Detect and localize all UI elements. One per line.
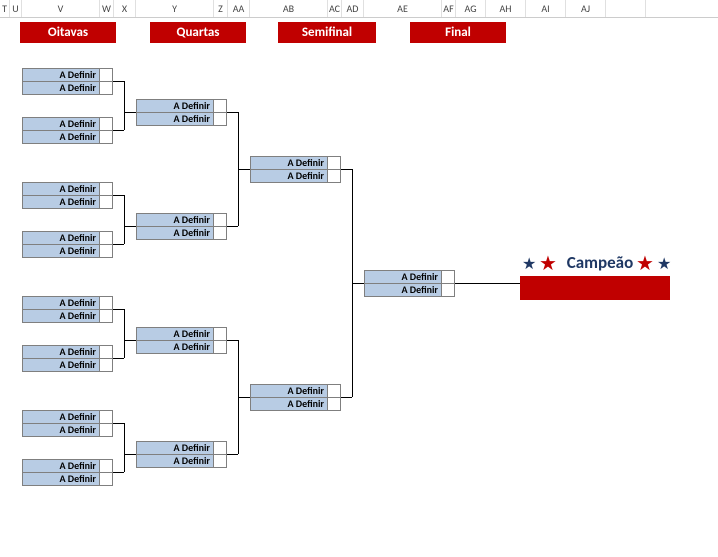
final-team[interactable]: A Definir <box>364 283 442 297</box>
oitavas-score[interactable] <box>99 345 113 359</box>
oitavas-team[interactable]: A Definir <box>22 410 100 424</box>
quartas-team[interactable]: A Definir <box>136 454 214 468</box>
oitavas-team[interactable]: A Definir <box>22 244 100 258</box>
oitavas-team[interactable]: A Definir <box>22 117 100 131</box>
column-headers-row: TUVWXYZAAABACADAEAFAGAHAIAJ <box>0 0 718 18</box>
oitavas-team[interactable]: A Definir <box>22 459 100 473</box>
column-header[interactable]: AA <box>228 0 250 17</box>
column-header[interactable]: U <box>10 0 22 17</box>
quartas-score[interactable] <box>213 99 227 113</box>
semi-team[interactable]: A Definir <box>250 384 328 398</box>
oitavas-team[interactable]: A Definir <box>22 68 100 82</box>
oitavas-team[interactable]: A Definir <box>22 130 100 144</box>
column-header[interactable]: X <box>114 0 136 17</box>
quartas-score[interactable] <box>213 213 227 227</box>
column-header[interactable]: W <box>100 0 114 17</box>
oitavas-score[interactable] <box>99 309 113 323</box>
column-header[interactable]: AB <box>250 0 328 17</box>
quartas-score[interactable] <box>213 454 227 468</box>
column-header[interactable]: AJ <box>566 0 606 17</box>
oitavas-score[interactable] <box>99 423 113 437</box>
oitavas-score[interactable] <box>99 195 113 209</box>
round-header-final: Final <box>410 22 506 43</box>
column-header[interactable]: Y <box>136 0 214 17</box>
oitavas-team[interactable]: A Definir <box>22 358 100 372</box>
semi-score[interactable] <box>327 397 341 411</box>
semi-score[interactable] <box>327 384 341 398</box>
oitavas-team[interactable]: A Definir <box>22 423 100 437</box>
column-header[interactable]: AH <box>486 0 526 17</box>
star-icon: ★ <box>636 251 654 276</box>
oitavas-team[interactable]: A Definir <box>22 195 100 209</box>
oitavas-team[interactable]: A Definir <box>22 182 100 196</box>
final-score[interactable] <box>441 270 455 284</box>
oitavas-team[interactable]: A Definir <box>22 345 100 359</box>
oitavas-score[interactable] <box>99 244 113 258</box>
oitavas-score[interactable] <box>99 68 113 82</box>
oitavas-score[interactable] <box>99 472 113 486</box>
round-header-semifinal: Semifinal <box>278 22 376 43</box>
star-icon: ★ <box>539 251 557 276</box>
round-header-oitavas: Oitavas <box>20 22 116 43</box>
quartas-score[interactable] <box>213 441 227 455</box>
column-header[interactable] <box>606 0 646 17</box>
column-header[interactable]: AG <box>456 0 486 17</box>
champion-label: Campeão <box>560 252 640 273</box>
quartas-score[interactable] <box>213 340 227 354</box>
quartas-team[interactable]: A Definir <box>136 213 214 227</box>
quartas-score[interactable] <box>213 112 227 126</box>
column-header[interactable]: Z <box>214 0 228 17</box>
round-header-quartas: Quartas <box>150 22 246 43</box>
column-header[interactable]: AF <box>442 0 456 17</box>
column-header[interactable]: AD <box>342 0 364 17</box>
oitavas-score[interactable] <box>99 182 113 196</box>
oitavas-team[interactable]: A Definir <box>22 81 100 95</box>
oitavas-score[interactable] <box>99 459 113 473</box>
final-team[interactable]: A Definir <box>364 270 442 284</box>
semi-team[interactable]: A Definir <box>250 397 328 411</box>
semi-score[interactable] <box>327 156 341 170</box>
champion-box[interactable] <box>520 276 670 300</box>
semi-score[interactable] <box>327 169 341 183</box>
oitavas-score[interactable] <box>99 81 113 95</box>
quartas-score[interactable] <box>213 327 227 341</box>
column-header[interactable]: T <box>0 0 10 17</box>
semi-team[interactable]: A Definir <box>250 156 328 170</box>
bracket-stage: Oitavas Quartas Semifinal Final A Defini… <box>0 18 718 557</box>
final-score[interactable] <box>441 283 455 297</box>
oitavas-score[interactable] <box>99 231 113 245</box>
column-header[interactable]: AC <box>328 0 342 17</box>
quartas-team[interactable]: A Definir <box>136 226 214 240</box>
oitavas-score[interactable] <box>99 358 113 372</box>
star-icon: ★ <box>657 254 671 274</box>
quartas-team[interactable]: A Definir <box>136 441 214 455</box>
oitavas-team[interactable]: A Definir <box>22 231 100 245</box>
oitavas-score[interactable] <box>99 130 113 144</box>
quartas-team[interactable]: A Definir <box>136 99 214 113</box>
oitavas-team[interactable]: A Definir <box>22 472 100 486</box>
quartas-score[interactable] <box>213 226 227 240</box>
oitavas-score[interactable] <box>99 410 113 424</box>
oitavas-score[interactable] <box>99 296 113 310</box>
column-header[interactable]: V <box>22 0 100 17</box>
oitavas-team[interactable]: A Definir <box>22 309 100 323</box>
quartas-team[interactable]: A Definir <box>136 112 214 126</box>
oitavas-team[interactable]: A Definir <box>22 296 100 310</box>
quartas-team[interactable]: A Definir <box>136 327 214 341</box>
oitavas-score[interactable] <box>99 117 113 131</box>
column-header[interactable]: AI <box>526 0 566 17</box>
quartas-team[interactable]: A Definir <box>136 340 214 354</box>
semi-team[interactable]: A Definir <box>250 169 328 183</box>
star-icon: ★ <box>522 254 536 274</box>
column-header[interactable]: AE <box>364 0 442 17</box>
